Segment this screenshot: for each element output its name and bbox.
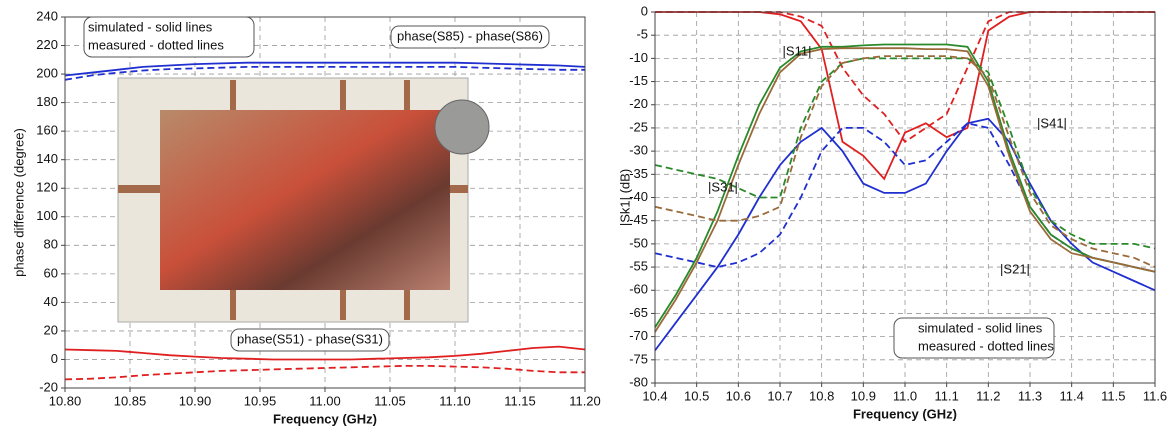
y-tick-label: -5 [636,27,648,42]
y-tick-label: -10 [629,50,648,65]
annotation: measured - dotted lines [88,37,224,52]
photo-inset [118,78,489,322]
figure: 10.8010.8510.9010.9511.0011.0511.1011.15… [0,0,1170,439]
x-tick-label: 10.5 [684,388,709,403]
y-tick-label: 240 [36,8,58,23]
x-tick-label: 11.00 [309,393,341,408]
y-tick-label: 20 [44,322,58,337]
x-tick-label: 11.15 [504,393,536,408]
y-tick-label: 40 [44,294,58,309]
y-tick-label: 160 [36,123,58,138]
series-label: phase(S51) - phase(S31) [237,331,383,346]
annotation: simulated - solid lines [88,19,213,34]
annotation: measured - dotted lines [918,338,1054,353]
y-tick-label: -20 [39,379,58,394]
y-tick-label: -50 [629,235,648,250]
y-tick-label: 220 [36,37,58,52]
x-tick-label: 10.8 [809,388,834,403]
series-line [655,119,1155,351]
series-label: phase(S85) - phase(S86) [397,28,543,43]
y-tick-label: 80 [44,237,58,252]
x-tick-label: 11.2 [976,388,1000,403]
series-label: |S31| [708,179,738,194]
y-tick-label: 200 [36,66,58,81]
y-tick-label: -80 [629,374,648,389]
x-axis-title: Frequency (GHz) [273,411,377,426]
annotation: simulated - solid lines [918,320,1043,335]
y-tick-label: -60 [629,282,648,297]
y-tick-label: 120 [36,180,58,195]
y-tick-label: -70 [629,328,648,343]
x-tick-label: 10.9 [851,388,876,403]
y-axis-title: |Sk1| (dB) [617,169,632,226]
x-tick-label: 11.20 [569,393,601,408]
y-tick-label: -75 [629,351,648,366]
y-tick-label: -65 [629,305,648,320]
series-label: |S21| [1000,261,1030,276]
x-tick-label: 11.05 [374,393,406,408]
y-tick-label: 180 [36,94,58,109]
x-tick-label: 10.95 [244,393,277,408]
x-tick-label: 11.0 [893,388,917,403]
x-tick-label: 10.85 [114,393,147,408]
y-tick-label: -25 [629,119,648,134]
series-label: |S41| [1037,115,1067,130]
x-tick-label: 11.4 [1059,388,1083,403]
x-tick-label: 10.6 [726,388,751,403]
x-tick-label: 10.80 [49,393,82,408]
x-tick-label: 11.6 [1143,388,1167,403]
y-tick-label: 0 [641,3,648,18]
y-tick-label: -30 [629,143,648,158]
x-tick-label: 11.1 [934,388,958,403]
y-tick-label: 60 [44,265,58,280]
x-tick-label: 10.90 [179,393,212,408]
y-tick-label: 140 [36,151,58,166]
y-tick-label: -15 [629,73,648,88]
y-tick-label: -20 [629,96,648,111]
series-label: |S11| [783,43,812,58]
y-tick-label: 0 [51,351,58,366]
y-tick-label: -55 [629,259,648,274]
x-tick-label: 11.3 [1018,388,1042,403]
x-tick-label: 10.4 [642,388,667,403]
x-tick-label: 10.7 [767,388,792,403]
y-tick-label: 100 [36,208,58,223]
x-tick-label: 11.10 [439,393,471,408]
x-axis-title: Frequency (GHz) [853,406,957,421]
x-tick-label: 11.5 [1101,388,1125,403]
y-axis-title: phase difference (degree) [11,128,26,277]
